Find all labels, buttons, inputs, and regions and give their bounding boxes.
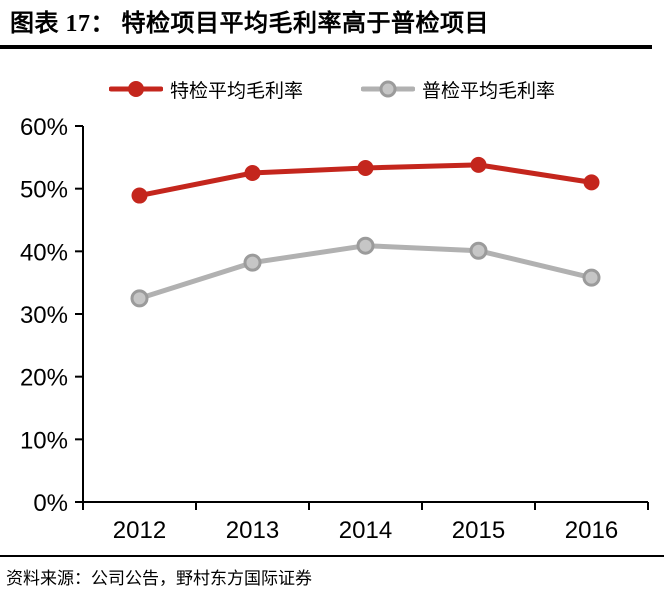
title-underline-rule: [0, 45, 652, 49]
y-tick-label: 10%: [20, 427, 68, 454]
chart-legend: 特检平均毛利率 普检平均毛利率: [0, 75, 664, 103]
data-point-1-2013: [243, 253, 262, 272]
x-tick-label: 2012: [113, 517, 166, 544]
report-figure: 图表 17： 特检项目平均毛利率高于普检项目 特检平均毛利率 普检平均毛利率 0…: [0, 8, 664, 608]
data-point-0-2016: [583, 174, 600, 191]
data-point-0-2015: [470, 156, 487, 173]
legend-line-marker-sample-gray: [361, 80, 415, 98]
data-point-1-2014: [356, 236, 375, 255]
y-tick-label: 0%: [33, 490, 68, 517]
data-point-0-2014: [357, 159, 374, 176]
legend-marker-gray-circle-icon: [379, 80, 397, 98]
data-point-1-2016: [582, 268, 601, 287]
x-tick-label: 2013: [226, 517, 279, 544]
source-note: 资料来源：公司公告，野村东方国际证券: [6, 569, 312, 588]
data-point-0-2012: [131, 187, 148, 204]
y-tick-label: 30%: [20, 302, 68, 329]
x-tick-label: 2016: [565, 517, 618, 544]
legend-label-special: 特检平均毛利率: [169, 80, 303, 102]
y-tick-label: 20%: [20, 365, 68, 392]
data-point-0-2013: [244, 165, 261, 181]
legend-item-special: 特检平均毛利率: [108, 76, 303, 103]
y-tick-label: 60%: [20, 114, 68, 141]
y-tick-label: 50%: [20, 177, 68, 204]
legend-item-general: 普检平均毛利率: [361, 76, 555, 103]
line-chart: 0% 10% 20% 30% 40% 50% 60% 2012 2013 2014 2015 2016: [20, 114, 649, 544]
footer-rule: [0, 555, 664, 557]
y-tick-label: 40%: [20, 239, 68, 266]
data-point-1-2012: [130, 289, 149, 308]
x-tick-label: 2015: [452, 517, 505, 544]
legend-marker-red-circle-icon: [127, 81, 144, 97]
data-point-1-2015: [469, 241, 488, 260]
figure-title: 图表 17： 特检项目平均毛利率高于普检项目: [10, 11, 489, 37]
legend-label-general: 普检平均毛利率: [422, 80, 556, 102]
x-tick-label: 2014: [339, 517, 392, 544]
legend-line-marker-sample-red: [108, 81, 163, 97]
